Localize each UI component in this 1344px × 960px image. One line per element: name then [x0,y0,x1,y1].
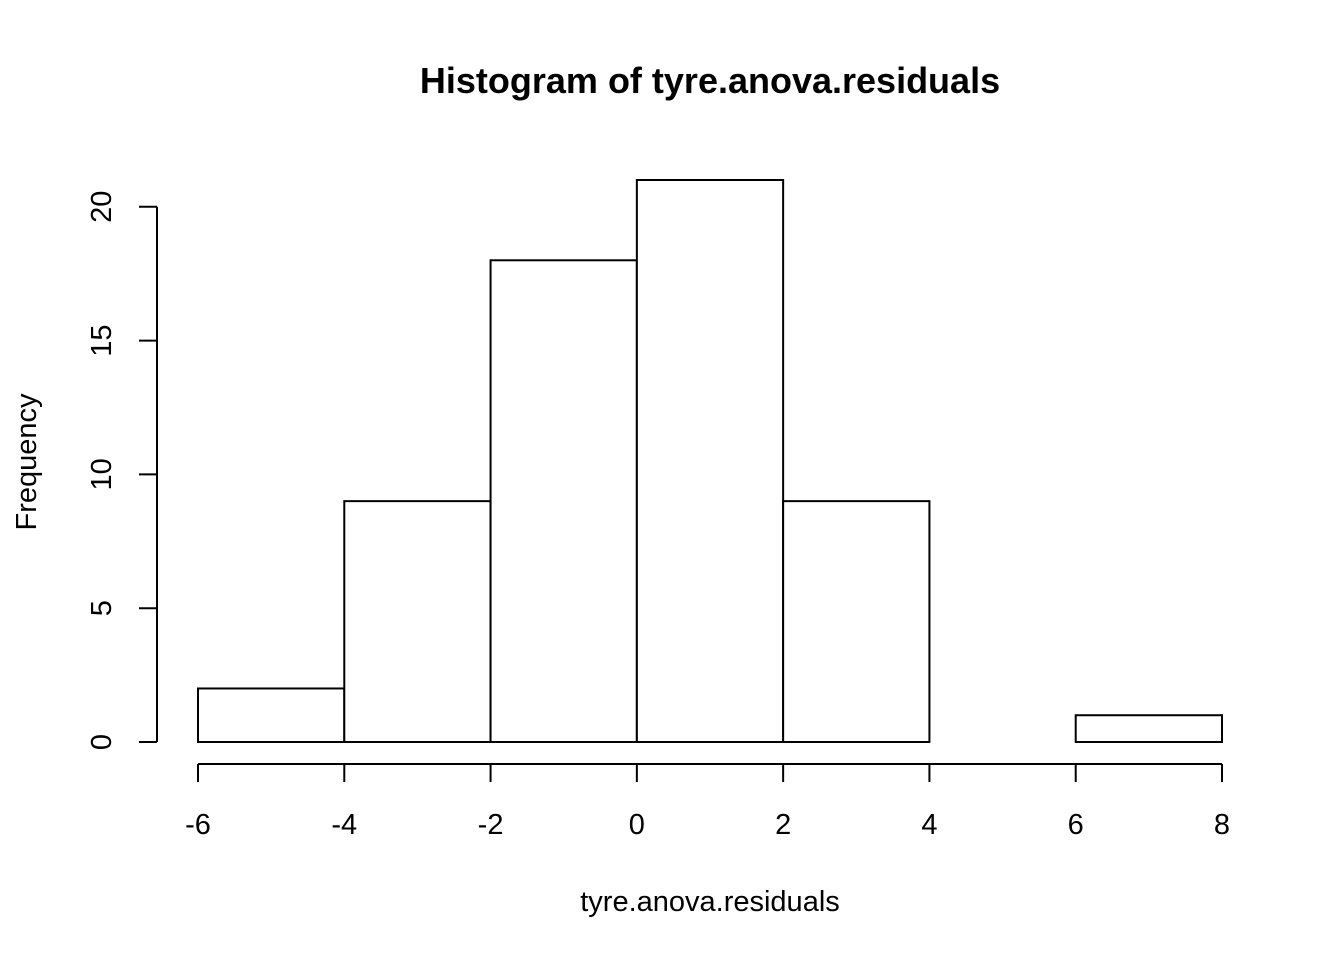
x-tick-label: 0 [629,809,645,841]
x-tick-label: -4 [331,809,357,841]
histogram-bar [635,179,785,743]
y-axis-label: Frequency [11,393,43,531]
y-tick-label: 5 [86,600,118,616]
histogram-bar [782,500,931,743]
y-tick-label: 15 [86,324,118,356]
x-tick-label: -2 [478,809,504,841]
x-tick-label: 2 [775,809,791,841]
x-tick-label: -6 [185,809,211,841]
y-axis: 0 5 10 15 20 [86,191,158,750]
x-axis-label: tyre.anova.residuals [580,886,840,918]
x-tick-label: 4 [921,809,937,841]
x-tick-label: 6 [1068,809,1084,841]
histogram-bar [1074,714,1223,744]
histogram-bar [489,259,638,743]
y-tick-label: 0 [86,734,118,750]
bars-layer [197,179,1223,744]
x-axis: -6 -4 -2 0 2 4 6 8 [185,763,1230,841]
histogram-bar [197,687,346,744]
y-tick-label: 10 [86,458,118,490]
chart-title: Histogram of tyre.anova.residuals [420,60,1000,101]
x-tick-label: 8 [1214,809,1230,841]
histogram-bar [343,500,492,743]
y-tick-label: 20 [86,191,118,223]
